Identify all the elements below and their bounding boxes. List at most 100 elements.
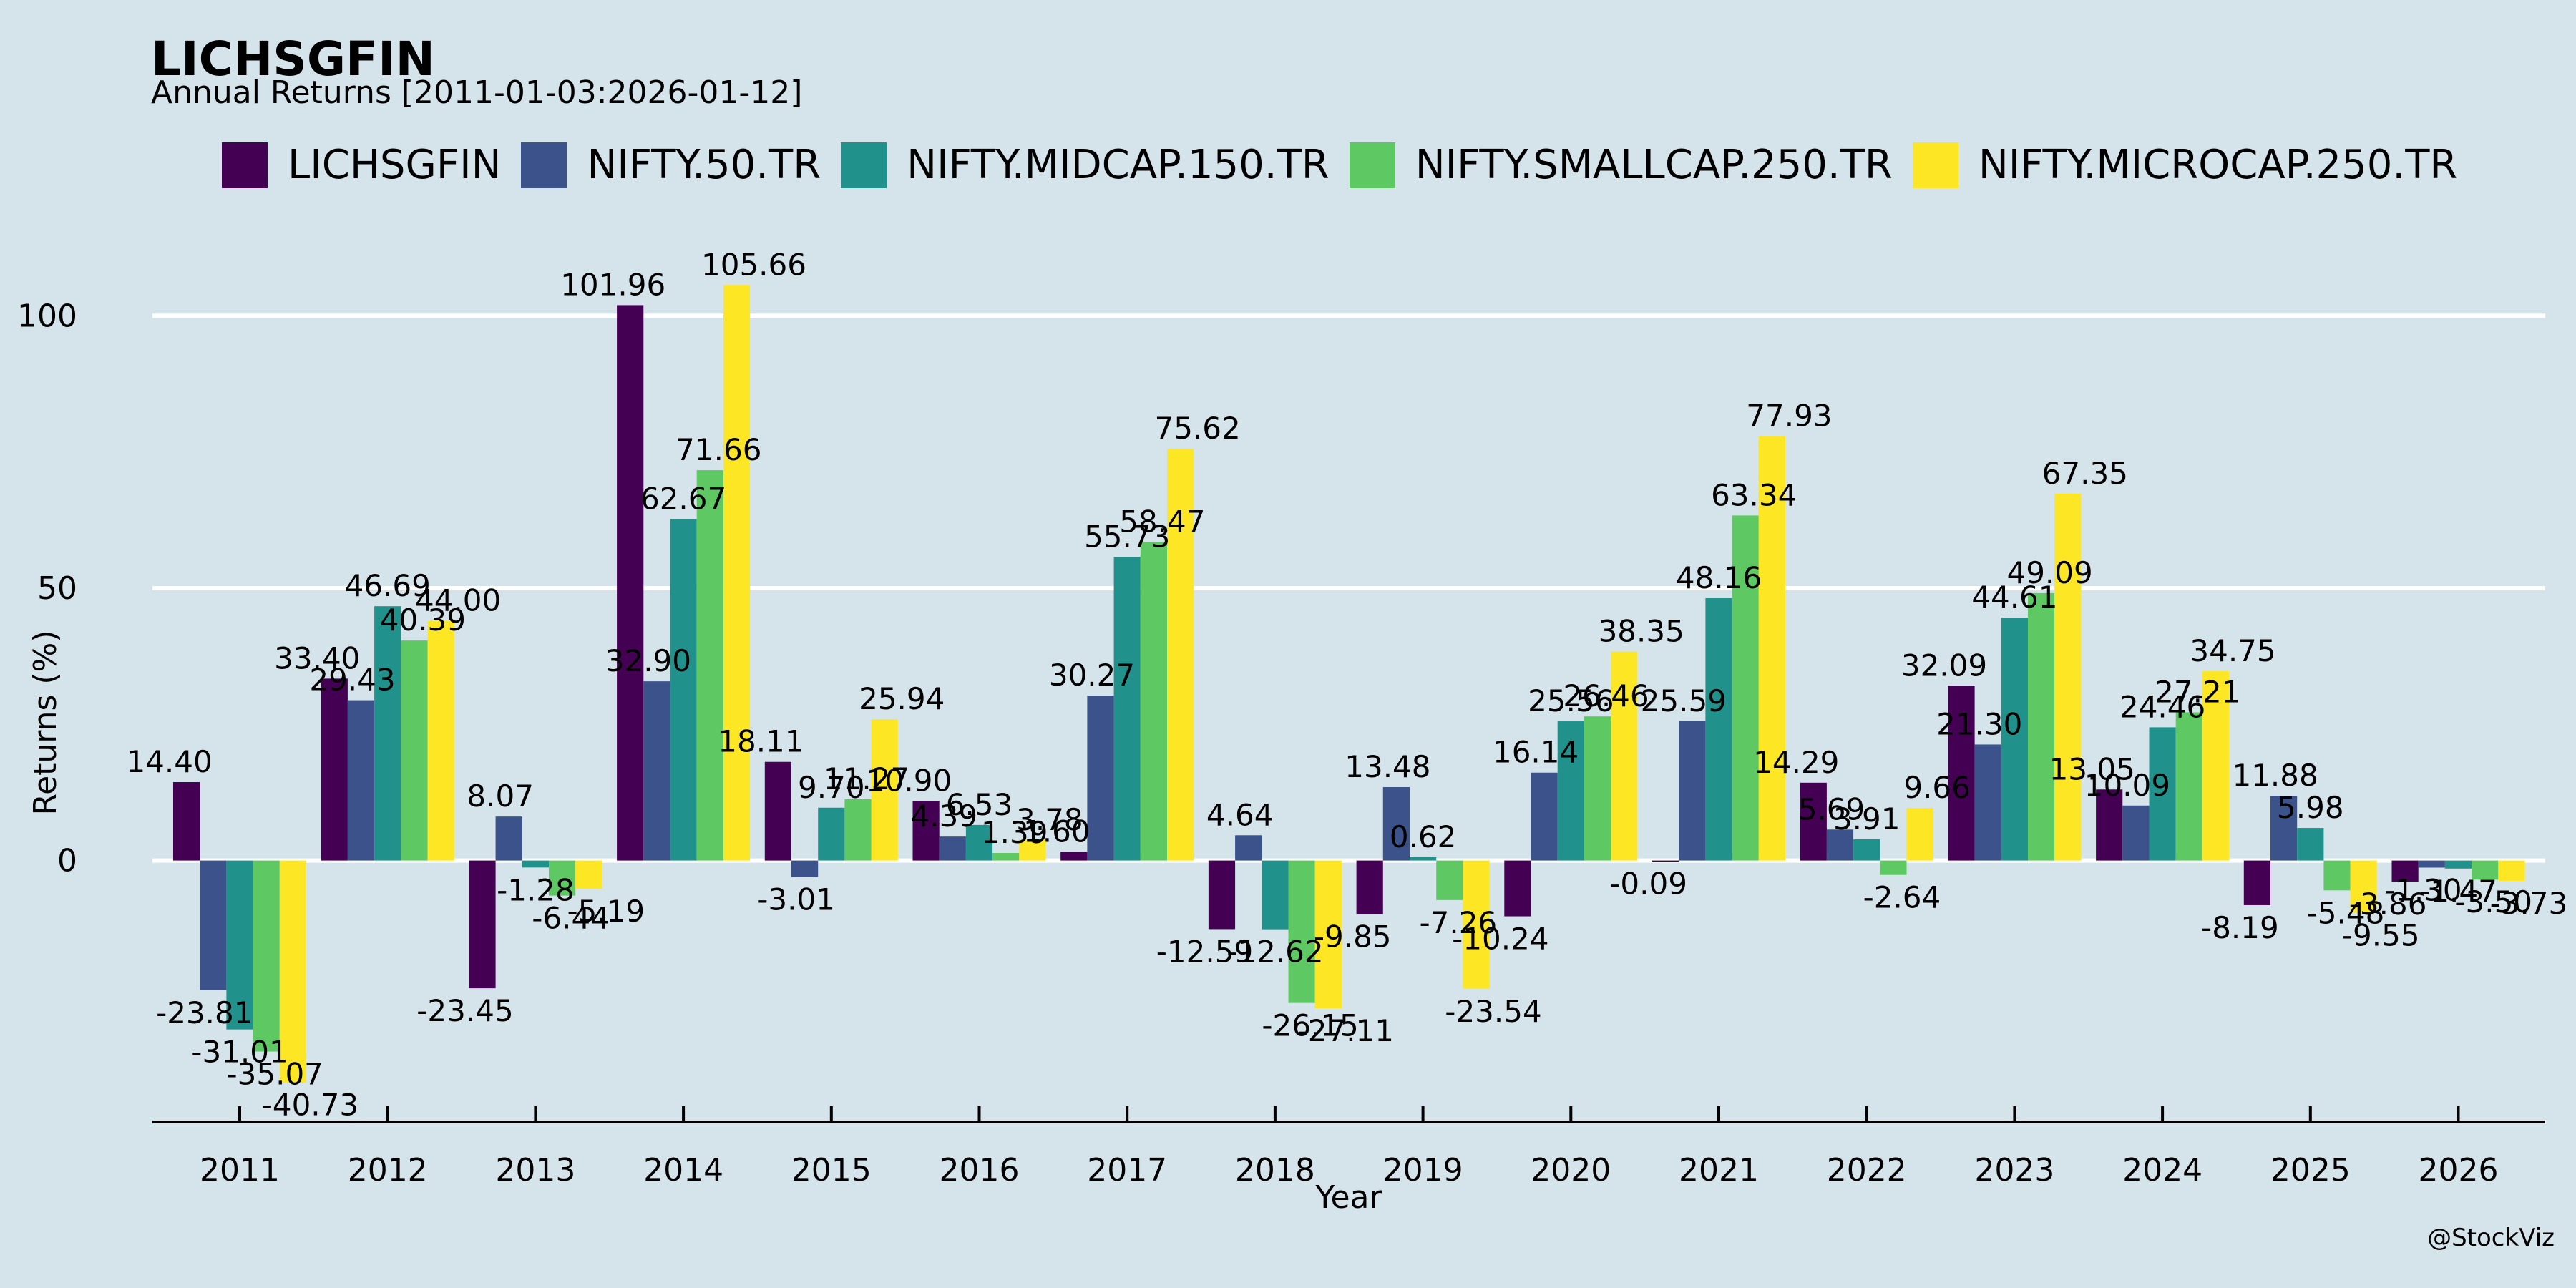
bar xyxy=(2096,789,2123,861)
data-label: 30.27 xyxy=(1049,658,1135,693)
bar xyxy=(2054,493,2082,861)
data-label: 4.64 xyxy=(1206,797,1274,832)
bar xyxy=(1113,557,1141,861)
x-tick-label: 2012 xyxy=(348,1152,428,1189)
bar xyxy=(469,860,496,989)
x-tick-label: 2016 xyxy=(940,1152,1020,1189)
bar xyxy=(818,807,845,861)
bar xyxy=(1140,542,1168,861)
y-tick-label: 100 xyxy=(17,298,77,334)
bar xyxy=(1652,860,1679,862)
x-tick-label: 2014 xyxy=(643,1152,723,1189)
data-label: 3.91 xyxy=(1833,801,1901,836)
bar xyxy=(2028,592,2055,861)
data-label: 34.75 xyxy=(2190,633,2275,668)
data-label: 26.46 xyxy=(1563,678,1649,713)
bar xyxy=(2243,860,2270,905)
bar xyxy=(696,470,723,861)
y-tick-label: 50 xyxy=(37,570,77,607)
data-label: 13.05 xyxy=(2049,751,2135,786)
bar xyxy=(1087,696,1114,861)
legend-swatch xyxy=(222,142,268,188)
bar xyxy=(1531,772,1558,861)
legend-label: NIFTY.MIDCAP.150.TR xyxy=(907,142,1330,188)
data-label: 9.70 xyxy=(798,770,865,805)
bar xyxy=(347,700,375,861)
chart-title: LICHSGFIN xyxy=(151,31,435,87)
data-label: 40.39 xyxy=(380,602,466,638)
data-label: -1.28 xyxy=(497,872,575,907)
x-tick-label: 2021 xyxy=(1679,1152,1759,1189)
axes: 0 50 100 2011 2012 2013 2014 2015 2016 2017 2018 20… xyxy=(17,298,2545,1189)
data-label: -12.59 xyxy=(1156,934,1253,969)
data-label: 3.78 xyxy=(1016,802,1083,837)
data-label: 1.39 xyxy=(981,815,1048,850)
data-label: -40.73 xyxy=(262,1088,358,1123)
data-label: 46.69 xyxy=(345,568,431,603)
data-label: 71.66 xyxy=(675,432,761,467)
data-label: 6.53 xyxy=(946,787,1013,822)
data-label: 1.60 xyxy=(1023,814,1091,849)
x-tick-label: 2011 xyxy=(200,1152,280,1189)
data-label: -31.01 xyxy=(191,1035,288,1070)
bar xyxy=(1356,860,1383,914)
bar xyxy=(2122,805,2150,861)
bar xyxy=(2498,860,2525,881)
bar xyxy=(1019,839,1046,861)
bar xyxy=(200,860,227,990)
data-label: 9.66 xyxy=(1903,770,1971,805)
data-label: 32.90 xyxy=(605,643,691,678)
data-label: 11.27 xyxy=(824,761,909,796)
legend-swatch xyxy=(521,142,567,188)
bar xyxy=(1235,835,1262,861)
y-axis-label: Returns (%) xyxy=(27,630,64,815)
data-label: -35.07 xyxy=(227,1057,323,1092)
watermark: @StockViz xyxy=(2427,1224,2555,1252)
bar xyxy=(1262,860,1289,930)
data-label: -3.86 xyxy=(2349,887,2427,922)
x-tick-label: 2022 xyxy=(1827,1152,1907,1189)
data-label: 16.14 xyxy=(1493,735,1579,770)
bar xyxy=(321,678,348,861)
bar xyxy=(1584,716,1611,861)
legend-label: LICHSGFIN xyxy=(288,142,502,188)
bar xyxy=(226,860,253,1030)
bar xyxy=(1826,829,1854,861)
data-label: -5.19 xyxy=(567,894,645,929)
x-tick-label: 2015 xyxy=(791,1152,872,1189)
data-label: 44.00 xyxy=(415,583,501,618)
data-label: -1.30 xyxy=(2384,872,2462,907)
bar xyxy=(1409,857,1437,861)
bar xyxy=(2444,860,2472,869)
data-label: -1.47 xyxy=(2419,874,2497,909)
x-axis-label: Year xyxy=(1314,1179,1382,1216)
bar xyxy=(871,719,898,861)
bar xyxy=(1679,721,1706,861)
data-label: 25.56 xyxy=(1528,683,1614,718)
data-label: 10.90 xyxy=(866,763,952,799)
x-tick-label: 2025 xyxy=(2270,1152,2351,1189)
bar xyxy=(670,519,697,861)
legend-label: NIFTY.MICROCAP.250.TR xyxy=(1978,142,2458,188)
data-label: -12.62 xyxy=(1226,935,1323,970)
x-tick-label: 2017 xyxy=(1087,1152,1167,1189)
data-label: -2.64 xyxy=(1863,880,1941,915)
data-label: 11.88 xyxy=(2232,758,2318,793)
bar xyxy=(1906,808,1933,861)
x-tick-label: 2020 xyxy=(1531,1152,1611,1189)
data-label: -3.01 xyxy=(757,882,835,917)
data-label: -7.26 xyxy=(1419,905,1497,940)
bar xyxy=(1288,860,1315,1003)
bar xyxy=(1060,852,1088,861)
data-label: 14.40 xyxy=(126,744,212,779)
data-label: 48.16 xyxy=(1676,560,1762,595)
bar xyxy=(495,816,522,861)
bar xyxy=(2350,860,2377,913)
data-label: 5.69 xyxy=(1798,791,1865,826)
bar xyxy=(2472,860,2499,880)
data-label: 8.07 xyxy=(467,779,534,814)
data-label: -6.44 xyxy=(532,901,610,936)
bar xyxy=(1436,860,1463,900)
bar xyxy=(2001,618,2029,861)
